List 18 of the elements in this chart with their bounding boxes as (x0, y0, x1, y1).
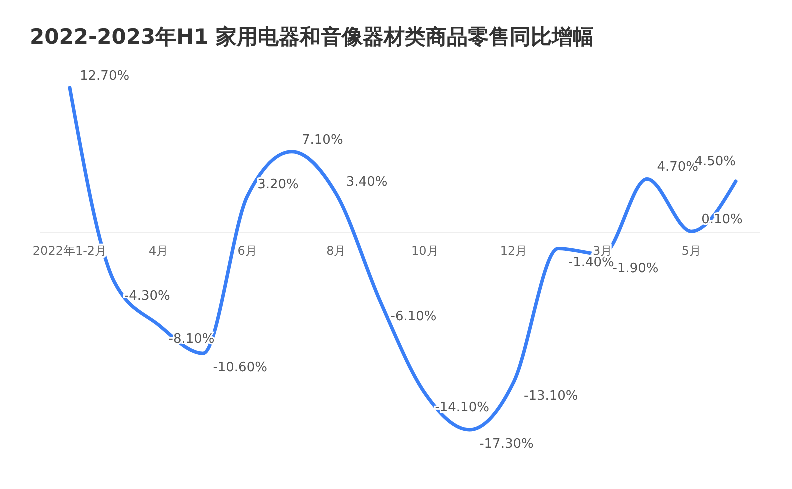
x-tick-label: 6月 (238, 244, 258, 258)
data-label: -1.90% (612, 261, 659, 276)
x-tick-label: 5月 (682, 244, 702, 258)
x-tick-label: 4月 (148, 244, 169, 258)
data-label: -1.40% (568, 256, 614, 271)
data-label: 3.40% (346, 175, 388, 190)
data-label: 12.70% (80, 69, 130, 84)
data-label: -6.10% (390, 309, 437, 324)
x-tick-label: 8月 (326, 244, 346, 258)
data-label: -10.60% (213, 360, 268, 376)
data-label: 3.20% (258, 177, 299, 192)
data-label: 7.10% (302, 132, 344, 148)
data-label: -4.30% (124, 288, 170, 304)
data-label: -17.30% (480, 437, 534, 452)
x-tick-label: 12月 (500, 244, 528, 258)
chart-title: 2022-2023年H1 家用电器和音像器材类商品零售同比增幅 (30, 25, 594, 49)
x-tick-label: 10月 (412, 244, 439, 258)
data-label: -13.10% (524, 389, 578, 404)
